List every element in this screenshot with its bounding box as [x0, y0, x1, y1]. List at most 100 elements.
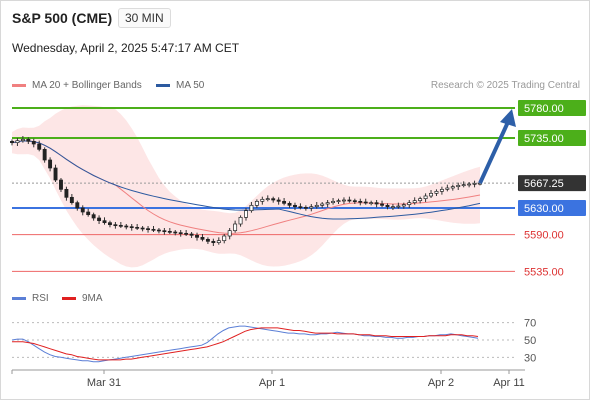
candle-body	[124, 225, 129, 228]
rsi-tick-30: 30	[524, 352, 536, 364]
level-label-2: 5667.25	[524, 178, 564, 190]
candle-body	[173, 231, 178, 234]
candle-body	[380, 203, 384, 206]
candle-body	[314, 204, 319, 208]
candle-body	[37, 143, 42, 150]
x-tick-label: Mar 31	[87, 377, 121, 389]
level-tag-1	[518, 130, 586, 146]
candle-body	[205, 238, 210, 242]
candle-body	[276, 199, 281, 202]
candle-body	[69, 196, 74, 204]
candle-body	[309, 206, 314, 209]
rsi-tick-50: 50	[524, 335, 536, 347]
candle-body	[347, 199, 352, 202]
candle-body	[450, 186, 455, 189]
level-tag-5	[518, 263, 586, 280]
level-label-1: 5735.00	[524, 133, 564, 145]
candle-body	[184, 232, 189, 235]
x-tick-label: Apr 11	[493, 377, 525, 389]
candle-body	[298, 206, 303, 209]
candle-body	[233, 223, 238, 232]
candle-body	[336, 200, 341, 203]
legend-ma20: MA 20 + Bollinger Bands	[12, 80, 142, 91]
legend-rsi-ma: 9MA	[62, 293, 103, 304]
rsi-swatch	[12, 297, 26, 300]
candle-body	[80, 207, 85, 213]
candle-body	[91, 214, 96, 219]
legend-rsi: RSI	[12, 293, 49, 304]
x-tick-label: Apr 1	[259, 377, 285, 389]
candle-body	[418, 198, 423, 202]
candle-body	[167, 230, 172, 233]
candle-body	[108, 222, 112, 226]
candle-body	[156, 229, 161, 232]
candle-body	[216, 240, 221, 244]
candle-body	[86, 211, 91, 216]
candle-body	[48, 159, 53, 169]
candle-body	[385, 204, 390, 208]
candle-body	[260, 198, 265, 202]
candle-body	[64, 188, 69, 198]
candle-body	[118, 224, 123, 227]
forecast-arrow-shaft	[478, 121, 510, 184]
candle-body	[151, 228, 156, 231]
candle-body	[222, 235, 227, 242]
candle-body	[287, 202, 292, 206]
candle-body	[113, 224, 118, 227]
forecast-arrow-head	[500, 109, 516, 127]
level-label-4: 5590.00	[524, 230, 564, 242]
candle-body	[140, 227, 145, 230]
candle-body	[31, 140, 36, 145]
candle-body	[352, 200, 357, 203]
legend-rsi-label: RSI	[32, 293, 49, 304]
candle-body	[178, 232, 183, 235]
candle-body	[472, 182, 477, 185]
rsi-tick-70: 70	[524, 318, 536, 330]
candle-body	[293, 204, 297, 208]
candle-body	[331, 200, 336, 204]
level-tag-2	[518, 175, 586, 192]
candle-body	[434, 190, 439, 194]
candle-body	[439, 188, 444, 192]
interval-badge[interactable]: 30 MIN	[118, 8, 171, 28]
candle-body	[358, 200, 363, 203]
candle-body	[396, 205, 401, 208]
candle-body	[189, 233, 194, 236]
candle-body	[467, 183, 472, 186]
candle-body	[59, 179, 63, 190]
candle-body	[102, 220, 107, 224]
candle-body	[97, 217, 102, 222]
level-label-5: 5535.00	[524, 266, 564, 278]
credit-text: Research © 2025 Trading Central	[430, 80, 580, 91]
candle-body	[146, 228, 150, 231]
candle-body	[211, 240, 216, 244]
legend-ma50: MA 50	[156, 80, 204, 91]
candle-body	[26, 138, 31, 142]
candle-body	[390, 206, 395, 209]
candle-body	[271, 198, 276, 201]
candle-body	[265, 198, 270, 201]
candle-body	[227, 230, 232, 237]
candle-body	[200, 236, 205, 240]
candle-body	[162, 230, 167, 233]
level-label-3: 5630.00	[524, 203, 564, 215]
candle-body	[369, 202, 374, 205]
candle-body	[135, 226, 140, 229]
x-tick-label: Apr 2	[428, 377, 454, 389]
candle-body	[238, 216, 243, 225]
ma50-swatch	[156, 84, 170, 87]
candle-body	[429, 192, 433, 197]
rsi-ma-line	[12, 327, 479, 361]
candle-body	[244, 210, 248, 218]
level-label-0: 5780.00	[524, 103, 564, 115]
candle-body	[412, 200, 417, 204]
candle-body	[363, 201, 368, 204]
bollinger-band-area	[12, 105, 480, 268]
rsi-ma-swatch	[62, 297, 76, 300]
candle-body	[401, 204, 406, 207]
legend-ma50-label: MA 50	[176, 80, 205, 91]
candle-body	[374, 202, 379, 205]
level-tag-3	[518, 200, 586, 216]
candle-body	[282, 200, 287, 204]
